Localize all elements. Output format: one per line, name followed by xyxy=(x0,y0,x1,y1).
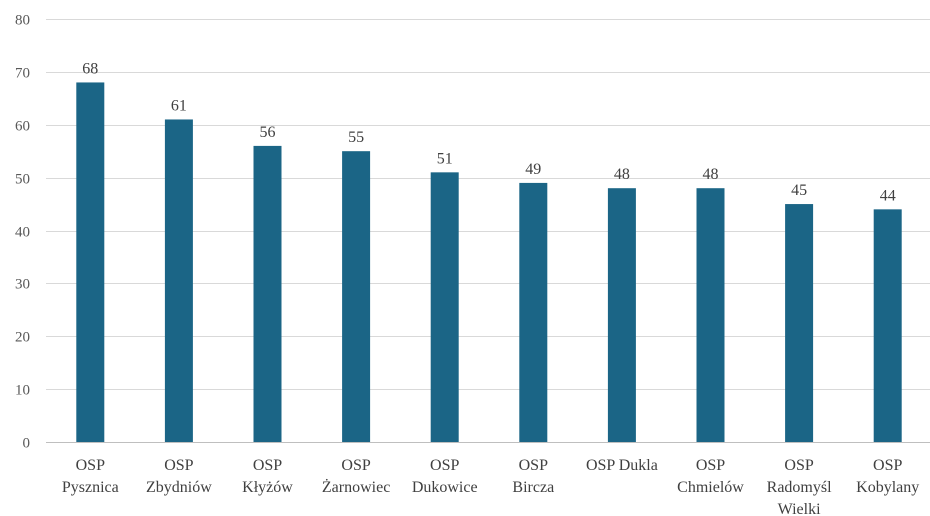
category-label: OSP xyxy=(873,457,902,474)
bar xyxy=(785,204,814,442)
data-label: 45 xyxy=(791,182,807,199)
category-label: Wielki xyxy=(778,501,821,516)
x-axis-category-labels: OSP Pysznica OSP Zbydniów OSP Kłyżów OSP Żarnow… xyxy=(62,457,919,516)
y-tick-label: 30 xyxy=(15,277,30,293)
y-tick-label: 80 xyxy=(15,13,30,29)
category-label: Chmielów xyxy=(677,479,744,496)
y-tick-label: 0 xyxy=(23,436,31,452)
category-label: OSP xyxy=(784,457,813,474)
data-label: 49 xyxy=(525,161,541,178)
data-labels: 68 61 56 55 51 49 48 48 45 44 xyxy=(82,60,895,204)
y-tick-label: 20 xyxy=(15,330,30,346)
category-label: OSP xyxy=(253,457,282,474)
bars xyxy=(76,82,902,443)
data-label: 56 xyxy=(260,124,276,141)
gridlines xyxy=(46,19,930,443)
bar xyxy=(607,188,636,442)
category-label: OSP xyxy=(341,457,370,474)
bar xyxy=(430,172,459,442)
y-tick-label: 50 xyxy=(15,172,30,188)
category-label: Bircza xyxy=(512,479,554,496)
category-label: OSP xyxy=(164,457,193,474)
category-label: OSP xyxy=(76,457,105,474)
y-tick-label: 60 xyxy=(15,119,30,135)
category-label: OSP xyxy=(430,457,459,474)
category-label: Radomyśl xyxy=(767,479,832,496)
bar xyxy=(164,119,193,443)
bar xyxy=(519,182,548,442)
data-label: 51 xyxy=(437,150,453,167)
data-label: 44 xyxy=(880,187,896,204)
y-tick-label: 10 xyxy=(15,383,30,399)
category-label: Kobylany xyxy=(856,479,919,496)
data-label: 68 xyxy=(82,60,98,77)
bar xyxy=(342,151,371,442)
bar xyxy=(253,145,282,442)
data-label: 61 xyxy=(171,97,187,114)
category-label: OSP xyxy=(519,457,548,474)
data-label: 48 xyxy=(703,166,719,183)
data-label: 48 xyxy=(614,166,630,183)
y-axis-tick-labels: 0 10 20 30 40 50 60 70 80 xyxy=(15,13,30,452)
y-tick-label: 40 xyxy=(15,225,30,241)
category-label: OSP xyxy=(696,457,725,474)
category-label: Zbydniów xyxy=(146,479,212,496)
data-label: 55 xyxy=(348,129,364,146)
category-label: Kłyżów xyxy=(242,479,293,496)
bar xyxy=(873,209,902,442)
bar xyxy=(696,188,725,442)
category-label: Pysznica xyxy=(62,479,119,496)
y-tick-label: 70 xyxy=(15,66,30,82)
category-label: Żarnowiec xyxy=(322,478,390,496)
category-label: OSP Dukla xyxy=(586,457,658,474)
bar xyxy=(76,82,105,442)
category-label: Dukowice xyxy=(412,479,478,496)
